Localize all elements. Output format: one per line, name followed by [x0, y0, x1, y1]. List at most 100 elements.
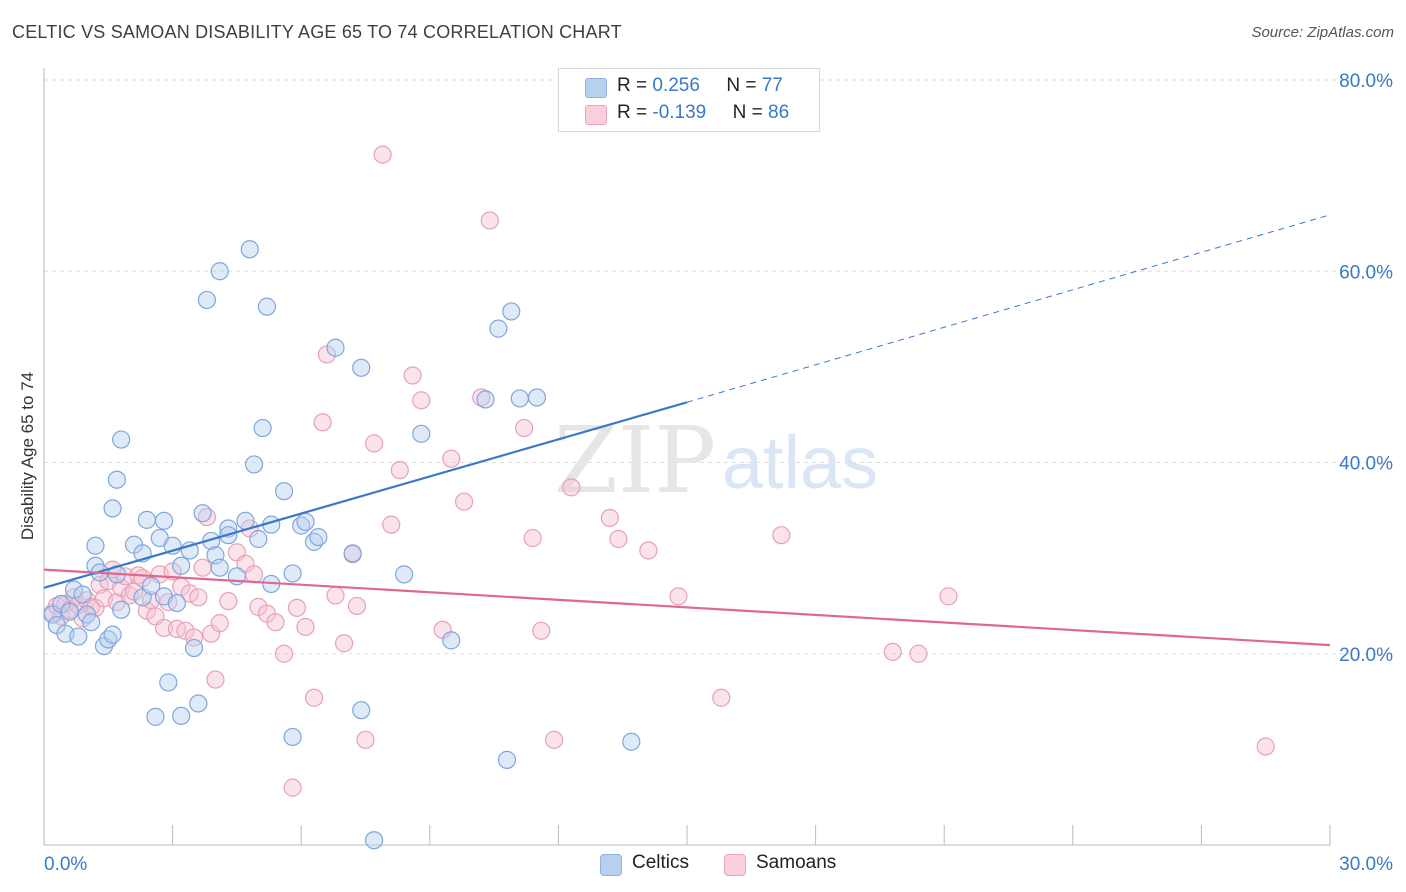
legend-n-label: N = — [732, 102, 769, 123]
celtics-point — [137, 510, 156, 529]
samoans-point — [523, 528, 542, 548]
celtics-point — [352, 358, 371, 377]
celtics-swatch — [585, 78, 607, 98]
samoans-point — [909, 644, 928, 663]
samoans-point — [600, 508, 619, 528]
samoans-point — [193, 558, 212, 577]
celtics-point — [240, 240, 259, 259]
celtics-point — [253, 418, 272, 438]
celtics-point — [394, 565, 414, 584]
samoans-point — [244, 565, 264, 584]
celtics-point — [257, 297, 277, 316]
y-tick-label: 20.0% — [1339, 645, 1393, 666]
samoans-point — [206, 670, 225, 689]
samoans-point — [154, 618, 174, 638]
samoans-point — [609, 529, 628, 549]
celtics-point — [146, 707, 165, 726]
celtics-point — [249, 529, 268, 549]
celtics-trend-extension — [686, 214, 1331, 403]
samoans-point — [390, 461, 409, 480]
celtics-point — [497, 750, 517, 769]
samoans-point — [454, 492, 474, 511]
celtics-point — [142, 576, 161, 595]
samoans-point — [939, 587, 958, 606]
samoans-point — [772, 526, 791, 545]
legend-r-label: R = — [617, 75, 653, 96]
celtics-legend-label: Celtics — [632, 852, 690, 873]
samoans-points — [43, 145, 1275, 797]
samoans-point — [313, 413, 332, 432]
samoans-point — [712, 688, 731, 707]
celtics-point — [442, 631, 461, 650]
samoans-point — [326, 586, 345, 605]
watermark: ZIP atlas — [554, 407, 878, 514]
samoans-point — [90, 575, 109, 595]
celtics-point — [154, 511, 174, 530]
celtics-point — [172, 706, 191, 726]
celtics-point — [343, 544, 362, 563]
samoans-point — [219, 592, 238, 611]
celtics-point — [412, 424, 431, 443]
axis-ticks — [43, 825, 1331, 845]
celtics-point — [69, 627, 88, 646]
celtics-legend-swatch — [600, 854, 622, 876]
samoans-point — [515, 418, 534, 438]
samoans-trend-line — [43, 568, 1331, 647]
samoans-point — [304, 688, 324, 707]
celtics-point — [103, 625, 122, 644]
legend-n-value: 86 — [768, 102, 790, 123]
celtics-point — [60, 602, 79, 621]
legend-r-value: -0.139 — [652, 102, 707, 123]
celtics-point — [189, 694, 208, 713]
celtics-point — [326, 338, 345, 357]
celtics-point — [167, 593, 186, 613]
celtics-point — [103, 499, 122, 518]
stats-legend: R = 0.256 N = 77 R = -0.139 N = 86 — [558, 68, 820, 132]
samoans-point — [442, 449, 461, 468]
x-tick-labels: 0.0% 30.0% — [44, 854, 1393, 875]
celtics-point — [283, 727, 302, 747]
celtics-point — [476, 390, 495, 409]
celtics-point — [82, 613, 101, 632]
celtics-point — [159, 673, 178, 692]
samoans-swatch — [585, 105, 607, 125]
y-axis-label: Disability Age 65 to 74 — [18, 372, 37, 540]
samoans-point — [283, 778, 302, 797]
samoans-point — [545, 730, 564, 749]
celtics-point — [489, 319, 508, 338]
samoans-point — [883, 642, 902, 661]
celtics-point — [107, 470, 126, 489]
samoans-point — [287, 598, 307, 617]
samoans-point — [210, 614, 229, 633]
source-label: Source: ZipAtlas.com — [1251, 24, 1394, 41]
celtics-point — [112, 430, 131, 449]
samoans-legend-swatch — [724, 854, 746, 876]
celtics-point — [193, 504, 212, 523]
samoans-point — [480, 211, 499, 230]
legend-n-value: 77 — [761, 75, 783, 96]
celtics-point — [274, 482, 294, 501]
samoans-point — [180, 584, 199, 603]
celtics-point — [364, 831, 384, 850]
trend-lines — [43, 214, 1331, 647]
celtics-point — [527, 388, 547, 407]
y-tick-label: 60.0% — [1339, 262, 1393, 283]
legend-r-value: 0.256 — [652, 75, 700, 96]
samoans-point — [403, 366, 422, 385]
watermark-zip: ZIP — [554, 407, 716, 514]
celtics-point — [86, 536, 105, 555]
celtics-trend-line — [43, 401, 688, 589]
samoans-point — [669, 587, 688, 606]
y-tick-label: 40.0% — [1339, 454, 1393, 475]
samoans-point — [266, 613, 285, 632]
samoans-point — [562, 478, 581, 497]
celtics-point — [112, 600, 131, 619]
samoans-point — [532, 621, 551, 640]
x-tick-label: 0.0% — [44, 854, 87, 875]
y-tick-labels: 20.0% 40.0% 60.0% 80.0% — [1339, 71, 1393, 666]
samoans-point — [274, 644, 294, 663]
samoans-point — [189, 588, 208, 607]
celtics-point — [510, 389, 529, 408]
samoans-point — [412, 391, 431, 410]
